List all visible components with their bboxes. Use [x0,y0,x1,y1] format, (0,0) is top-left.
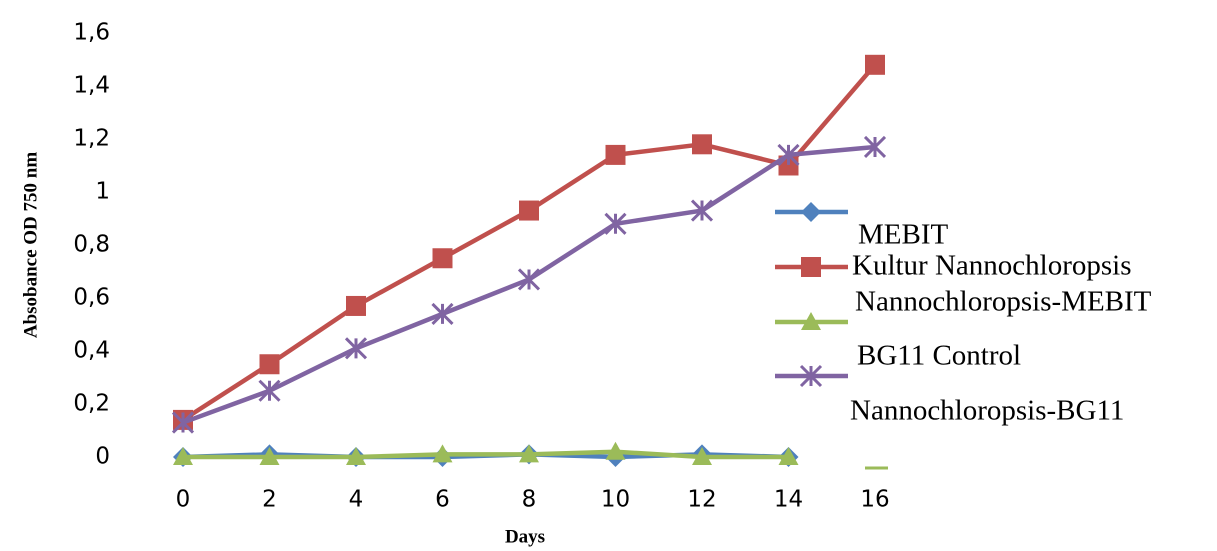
data-point [692,134,712,155]
y-tick-label: 0,6 [73,285,110,311]
y-axis-title: Absobance OD 750 nm [20,152,41,338]
x-tick-label: 10 [601,487,630,513]
legend-label: MEBIT [858,219,949,251]
x-tick-label: 0 [176,487,191,513]
data-point [346,295,366,316]
data-point [690,199,714,222]
data-point [519,200,539,221]
data-point [173,447,193,465]
y-tick-label: 0,4 [73,338,110,364]
x-axis-title: Days [505,526,545,547]
data-point [605,144,626,165]
series [171,135,887,434]
x-tick-label: 8 [522,487,537,513]
series [173,54,885,430]
series-line [183,449,789,460]
data-point [692,447,712,465]
data-point [517,268,541,291]
x-tick-label: 4 [349,487,364,513]
data-point [863,135,887,159]
y-tick-label: 0,2 [73,391,110,417]
x-tick-label: 14 [774,487,803,513]
series [173,441,799,465]
data-point [258,379,281,402]
legend-marker [801,312,821,330]
y-tick-label: 0 [95,444,110,470]
y-tick-label: 1 [95,179,110,205]
y-tick-label: 1,6 [73,20,110,46]
y-tick-label: 1,4 [73,73,110,99]
y-tick-label: 0,8 [73,232,110,258]
data-point [604,212,627,235]
legend-label: Nannochloropsis-BG11 [850,395,1124,427]
data-point [778,447,799,465]
data-point [431,302,454,325]
legend-marker [801,257,821,277]
x-tick-label: 16 [860,487,889,513]
legend-label: BG11 Control [857,340,1021,372]
data-point [865,54,885,75]
data-point [171,411,195,434]
x-tick-label: 2 [262,487,277,513]
data-point [259,354,280,375]
data-point [432,248,453,269]
data-point [519,444,539,463]
data-point [346,447,366,465]
series-line [181,63,877,422]
legend-label: Kultur Nannochloropsis [852,250,1132,282]
legend-marker [799,364,823,388]
data-point [259,447,280,465]
data-point [777,143,800,166]
x-tick-label: 6 [435,487,450,513]
data-point [605,441,626,460]
legend-marker [801,202,821,222]
y-tick-label: 1,2 [73,126,110,152]
x-tick-label: 12 [687,487,716,513]
data-point [432,444,453,463]
legend-label: Nannochloropsis-MEBIT [855,286,1152,318]
data-point [344,337,368,360]
